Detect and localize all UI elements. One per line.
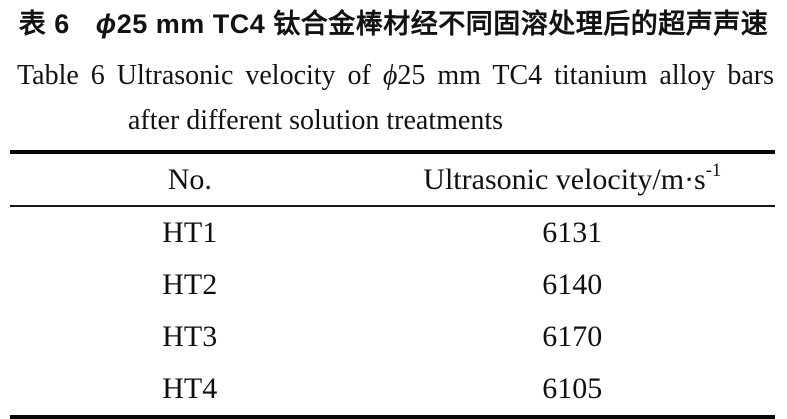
caption-en-line1: Table 6 Ultrasonic velocity of ϕ25 mm TC… [17, 58, 774, 94]
table-row: HT1 6131 [10, 206, 775, 259]
cell-velocity: 6131 [542, 216, 603, 249]
velocity-unit-superscript: -1 [705, 159, 722, 181]
col-header-velocity: Ultrasonic velocity/m·s-1 [369, 154, 775, 207]
phi-symbol: ϕ [95, 9, 117, 39]
cell-no: HT2 [162, 268, 218, 301]
data-table: No. Ultrasonic velocity/m·s-1 HT1 6131 H… [10, 154, 775, 415]
caption-zh: 表 6 ϕ25 mm TC4 钛合金棒材经不同固溶处理后的超声声速 [12, 6, 775, 42]
cell-no: HT1 [162, 216, 218, 249]
caption-en-text-b: 25 mm TC4 titanium alloy bars [397, 60, 775, 91]
table-row: HT3 6170 [10, 311, 775, 363]
caption-en-line2: after different solution treatments [128, 105, 504, 136]
caption-zh-label: 表 6 [18, 9, 70, 39]
caption-en-label: Table 6 [17, 60, 105, 91]
cell-velocity: 6170 [542, 320, 603, 353]
data-table-wrapper: No. Ultrasonic velocity/m·s-1 HT1 6131 H… [10, 150, 775, 419]
phi-symbol: ϕ [382, 60, 398, 91]
caption-en-text-a: Ultrasonic velocity of [116, 60, 371, 91]
cell-velocity: 6140 [542, 268, 603, 301]
cell-no: HT4 [162, 372, 218, 405]
col-header-no: No. [10, 154, 370, 207]
caption-zh-text: 25 mm TC4 钛合金棒材经不同固溶处理后的超声声速 [116, 9, 769, 39]
header-row: No. Ultrasonic velocity/m·s-1 [10, 154, 775, 207]
cell-no: HT3 [162, 320, 218, 353]
table-row: HT4 6105 [10, 363, 775, 415]
cell-velocity: 6105 [542, 372, 603, 405]
col-header-velocity-text: Ultrasonic velocity/m·s [423, 162, 706, 196]
table-row: HT2 6140 [10, 259, 775, 311]
